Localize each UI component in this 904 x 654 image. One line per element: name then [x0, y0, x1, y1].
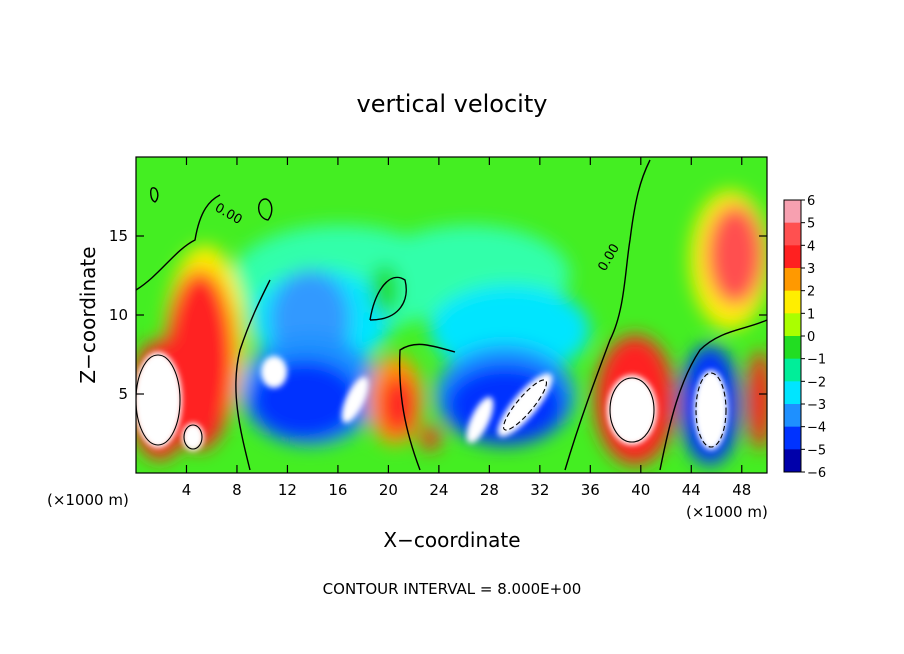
colorbar-swatch	[784, 245, 801, 269]
x-axis-label: X−coordinate	[383, 528, 520, 552]
colorbar-label: 1	[807, 307, 815, 322]
colorbar-label: −1	[807, 353, 826, 368]
x-unit-right: (×1000 m)	[686, 503, 768, 521]
x-tick-label: 32	[530, 481, 549, 499]
colorbar-label: 3	[807, 262, 815, 277]
x-tick-label: 12	[278, 481, 297, 499]
colorbar: 6 5 4 3 2 1 0 −1 −2 −3 −4 −5 −6	[783, 194, 826, 481]
extreme-cores	[136, 352, 728, 451]
x-tick-label: 20	[379, 481, 398, 499]
x-tick-label: 4	[182, 481, 192, 499]
x-tick-label: 44	[682, 481, 701, 499]
x-tick-label: 48	[732, 481, 751, 499]
colorbar-swatch	[784, 268, 801, 292]
colorbar-label: 6	[807, 194, 815, 209]
x-tick-label: 16	[328, 481, 347, 499]
colorbar-swatch	[784, 222, 801, 246]
colorbar-label: 0	[807, 330, 815, 345]
chart-title: vertical velocity	[357, 90, 548, 118]
colorbar-swatch	[784, 336, 801, 360]
colorbar-label: 5	[807, 217, 815, 232]
colorbar-label: −6	[807, 466, 826, 481]
plot-area: 0.00 0.00	[136, 157, 767, 473]
x-tick-label: 8	[232, 481, 242, 499]
colorbar-swatch	[784, 358, 801, 382]
x-unit-left: (×1000 m)	[47, 491, 129, 509]
colorbar-label: −2	[807, 375, 826, 390]
colorbar-swatch	[784, 200, 801, 224]
colorbar-swatch	[784, 426, 801, 450]
colorbar-label: −5	[807, 443, 826, 458]
colorbar-swatch	[784, 381, 801, 405]
y-tick-label: 10	[109, 306, 128, 324]
colorbar-swatch	[784, 313, 801, 337]
colorbar-swatch	[784, 404, 801, 428]
zero-contours	[136, 159, 767, 471]
inner-contours	[136, 354, 727, 450]
y-tick-label: 5	[118, 385, 128, 403]
y-axis-label: Z−coordinate	[76, 246, 100, 383]
contour-interval-footer: CONTOUR INTERVAL = 8.000E+00	[323, 580, 582, 598]
x-tick-label: 24	[429, 481, 448, 499]
colorbar-swatch	[784, 290, 801, 314]
y-tick-label: 15	[109, 227, 128, 245]
colorbar-swatch	[784, 449, 801, 473]
x-tick-label: 40	[631, 481, 650, 499]
colorbar-label: −3	[807, 398, 826, 413]
x-tick-label: 28	[480, 481, 499, 499]
velocity-field	[136, 190, 767, 465]
colorbar-label: 4	[807, 239, 815, 254]
colorbar-label: 2	[807, 285, 815, 300]
x-tick-label: 36	[581, 481, 600, 499]
colorbar-label: −4	[807, 421, 826, 436]
